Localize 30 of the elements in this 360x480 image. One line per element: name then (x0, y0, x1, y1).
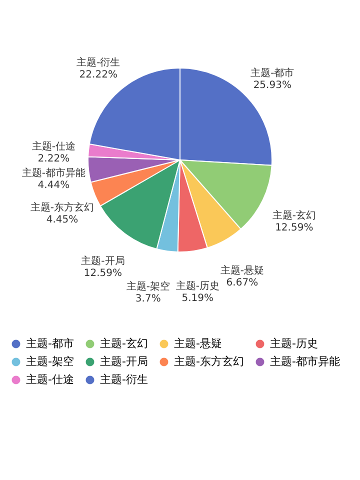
data-label: 22.22% (79, 70, 118, 81)
data-label: 12.59% (275, 222, 314, 234)
legend-label: 主题-东方玄幻 (174, 355, 244, 368)
slice-label: 主题-仕途 (32, 140, 76, 153)
data-label: 5.19% (182, 292, 214, 304)
data-label: 3.7% (135, 294, 161, 305)
slice-label: 主题-玄幻 (272, 210, 316, 222)
slice-label: 主题-东方玄幻 (30, 202, 94, 214)
legend-label: 主题-玄幻 (100, 337, 148, 350)
legend-label: 主题-仕途 (26, 373, 74, 386)
legend-label: 主题-衍生 (100, 373, 148, 386)
legend-label: 主题-都市异能 (270, 355, 340, 368)
data-label: 12.59% (84, 268, 122, 279)
slice-label: 主题-都市 (250, 66, 294, 79)
legend-label: 主题-悬疑 (174, 337, 222, 350)
data-label: 6.67% (226, 278, 258, 289)
data-label: 4.44% (38, 180, 70, 192)
slice-label: 主题-开局 (81, 254, 125, 267)
data-label: 2.22% (38, 154, 70, 165)
data-label: 4.45% (46, 214, 78, 226)
legend-label: 主题-开局 (100, 355, 148, 368)
slice-label: 主题-架空 (126, 280, 170, 293)
slice-label: 主题-衍生 (76, 56, 120, 69)
legend-label: 主题-都市 (26, 337, 74, 350)
slice-label: 主题-悬疑 (220, 264, 264, 277)
slice-label: 主题-都市异能 (22, 167, 86, 180)
data-label: 25.93% (253, 80, 292, 91)
slice-label: 主题-历史 (176, 280, 220, 292)
legend-label: 主题-架空 (26, 355, 74, 368)
legend-label: 主题-历史 (270, 337, 318, 350)
